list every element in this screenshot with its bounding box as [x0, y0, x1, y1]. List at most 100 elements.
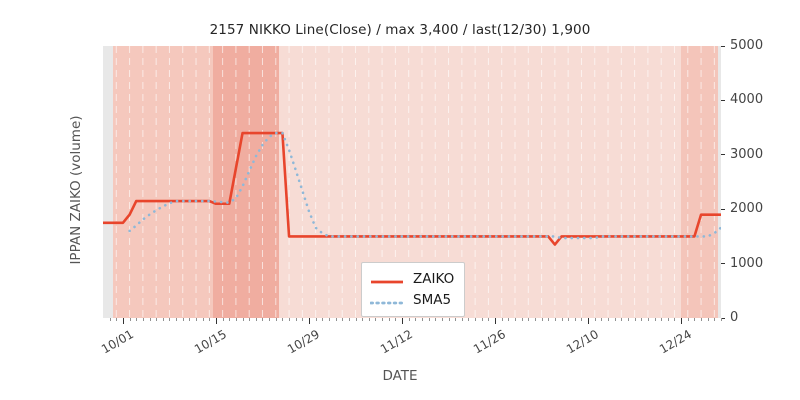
- legend-line-swatch-sma5: [369, 294, 405, 306]
- x-tick-minor: [468, 318, 470, 321]
- x-tick-minor: [548, 318, 550, 321]
- x-tick-minor: [534, 318, 536, 321]
- x-tick-minor: [701, 318, 703, 321]
- x-tick-minor: [608, 318, 610, 321]
- x-tick-minor: [614, 318, 616, 321]
- x-tick-minor: [687, 318, 689, 321]
- x-tick-minor: [634, 318, 636, 321]
- x-tick-minor: [515, 318, 516, 321]
- y-tick-mark: [721, 154, 725, 156]
- y-tick-label: 0: [730, 310, 739, 325]
- x-tick-label: 12/24: [657, 327, 695, 357]
- background-band: [279, 46, 682, 318]
- x-tick-minor: [694, 318, 696, 321]
- x-tick-minor: [289, 318, 291, 321]
- x-tick-minor: [621, 318, 623, 321]
- x-tick-minor: [601, 318, 603, 321]
- x-tick-minor: [255, 318, 257, 321]
- legend-item-zaiko[interactable]: ZAIKO: [370, 268, 454, 289]
- x-tick-major: [495, 318, 497, 324]
- x-tick-minor: [189, 318, 191, 321]
- y-tick-label: 3000: [730, 146, 764, 162]
- x-tick-minor: [421, 318, 423, 321]
- y-tick-mark: [721, 208, 725, 210]
- x-tick-minor: [415, 318, 417, 321]
- y-tick-mark: [721, 99, 725, 101]
- background-band: [103, 46, 113, 318]
- x-tick-minor: [262, 318, 264, 321]
- y-tick-mark: [721, 45, 725, 47]
- x-tick-minor: [322, 318, 324, 321]
- x-axis-label: DATE: [382, 368, 418, 384]
- legend-line-swatch-zaiko: [370, 273, 404, 285]
- y-tick-label: 4000: [730, 92, 764, 108]
- x-tick-minor: [269, 318, 271, 321]
- background-band: [681, 46, 718, 318]
- plot-area: [103, 46, 721, 318]
- y-tick-label: 5000: [730, 38, 764, 53]
- x-tick-minor: [554, 318, 556, 321]
- background-band: [717, 46, 721, 318]
- x-tick-label: 10/29: [285, 327, 322, 357]
- x-tick-minor: [375, 318, 377, 321]
- x-tick-minor: [475, 318, 477, 321]
- x-tick-minor: [461, 318, 463, 321]
- y-tick-label: 2000: [730, 201, 764, 217]
- x-tick-minor: [362, 318, 364, 321]
- x-tick-minor: [342, 318, 344, 321]
- x-tick-minor: [109, 318, 111, 321]
- x-tick-minor: [209, 318, 211, 321]
- x-tick-minor: [568, 318, 570, 321]
- x-tick-minor: [315, 318, 317, 321]
- x-tick-minor: [302, 318, 304, 321]
- series-line-sma5: [128, 131, 721, 240]
- x-tick-minor: [395, 318, 397, 321]
- x-tick-minor: [176, 318, 178, 321]
- x-tick-minor: [355, 318, 357, 321]
- x-tick-minor: [202, 318, 204, 321]
- x-tick-minor: [435, 318, 437, 321]
- x-tick-minor: [275, 318, 277, 321]
- x-tick-major: [402, 318, 404, 324]
- x-tick-minor: [162, 318, 164, 321]
- x-tick-minor: [581, 318, 583, 321]
- legend-item-sma5[interactable]: SMA5: [369, 289, 454, 310]
- x-tick-minor: [368, 318, 370, 321]
- x-tick-minor: [508, 318, 510, 321]
- x-tick-major: [309, 318, 310, 324]
- x-tick-minor: [295, 318, 297, 321]
- x-tick-minor: [647, 318, 649, 321]
- x-tick-minor: [388, 318, 390, 321]
- x-tick-minor: [654, 318, 656, 321]
- x-tick-minor: [142, 318, 144, 321]
- x-tick-minor: [455, 318, 457, 321]
- x-tick-minor: [574, 318, 576, 321]
- x-tick-minor: [335, 318, 337, 321]
- x-axis-ticks: 10/01 10/15 10/29 11/12 11/26 12/10 12/24: [99, 318, 722, 378]
- x-tick-minor: [627, 318, 629, 321]
- x-tick-label: 10/01: [98, 327, 136, 357]
- grid-stripes: [103, 46, 721, 318]
- x-tick-minor: [242, 318, 244, 321]
- x-tick-minor: [448, 318, 450, 321]
- x-tick-minor: [501, 318, 503, 321]
- x-tick-minor: [667, 318, 669, 321]
- x-tick-minor: [136, 318, 138, 321]
- x-tick-minor: [521, 318, 523, 321]
- x-tick-minor: [149, 318, 151, 321]
- x-tick-minor: [182, 318, 184, 321]
- x-tick-minor: [674, 318, 676, 321]
- x-tick-minor: [541, 318, 543, 321]
- chart-legend[interactable]: ZAIKO SMA5: [361, 262, 466, 317]
- x-tick-minor: [481, 318, 483, 321]
- x-tick-minor: [408, 318, 410, 321]
- x-tick-label: 11/26: [471, 327, 509, 357]
- x-tick-minor: [156, 318, 158, 321]
- x-tick-minor: [488, 318, 490, 321]
- x-tick-label: 11/12: [378, 327, 416, 357]
- x-tick-label: 12/10: [564, 327, 602, 357]
- chart-title: 2157 NIKKO Line(Close) / max 3,400 / las…: [209, 22, 591, 38]
- x-tick-minor: [116, 318, 118, 321]
- x-tick-minor: [196, 318, 198, 321]
